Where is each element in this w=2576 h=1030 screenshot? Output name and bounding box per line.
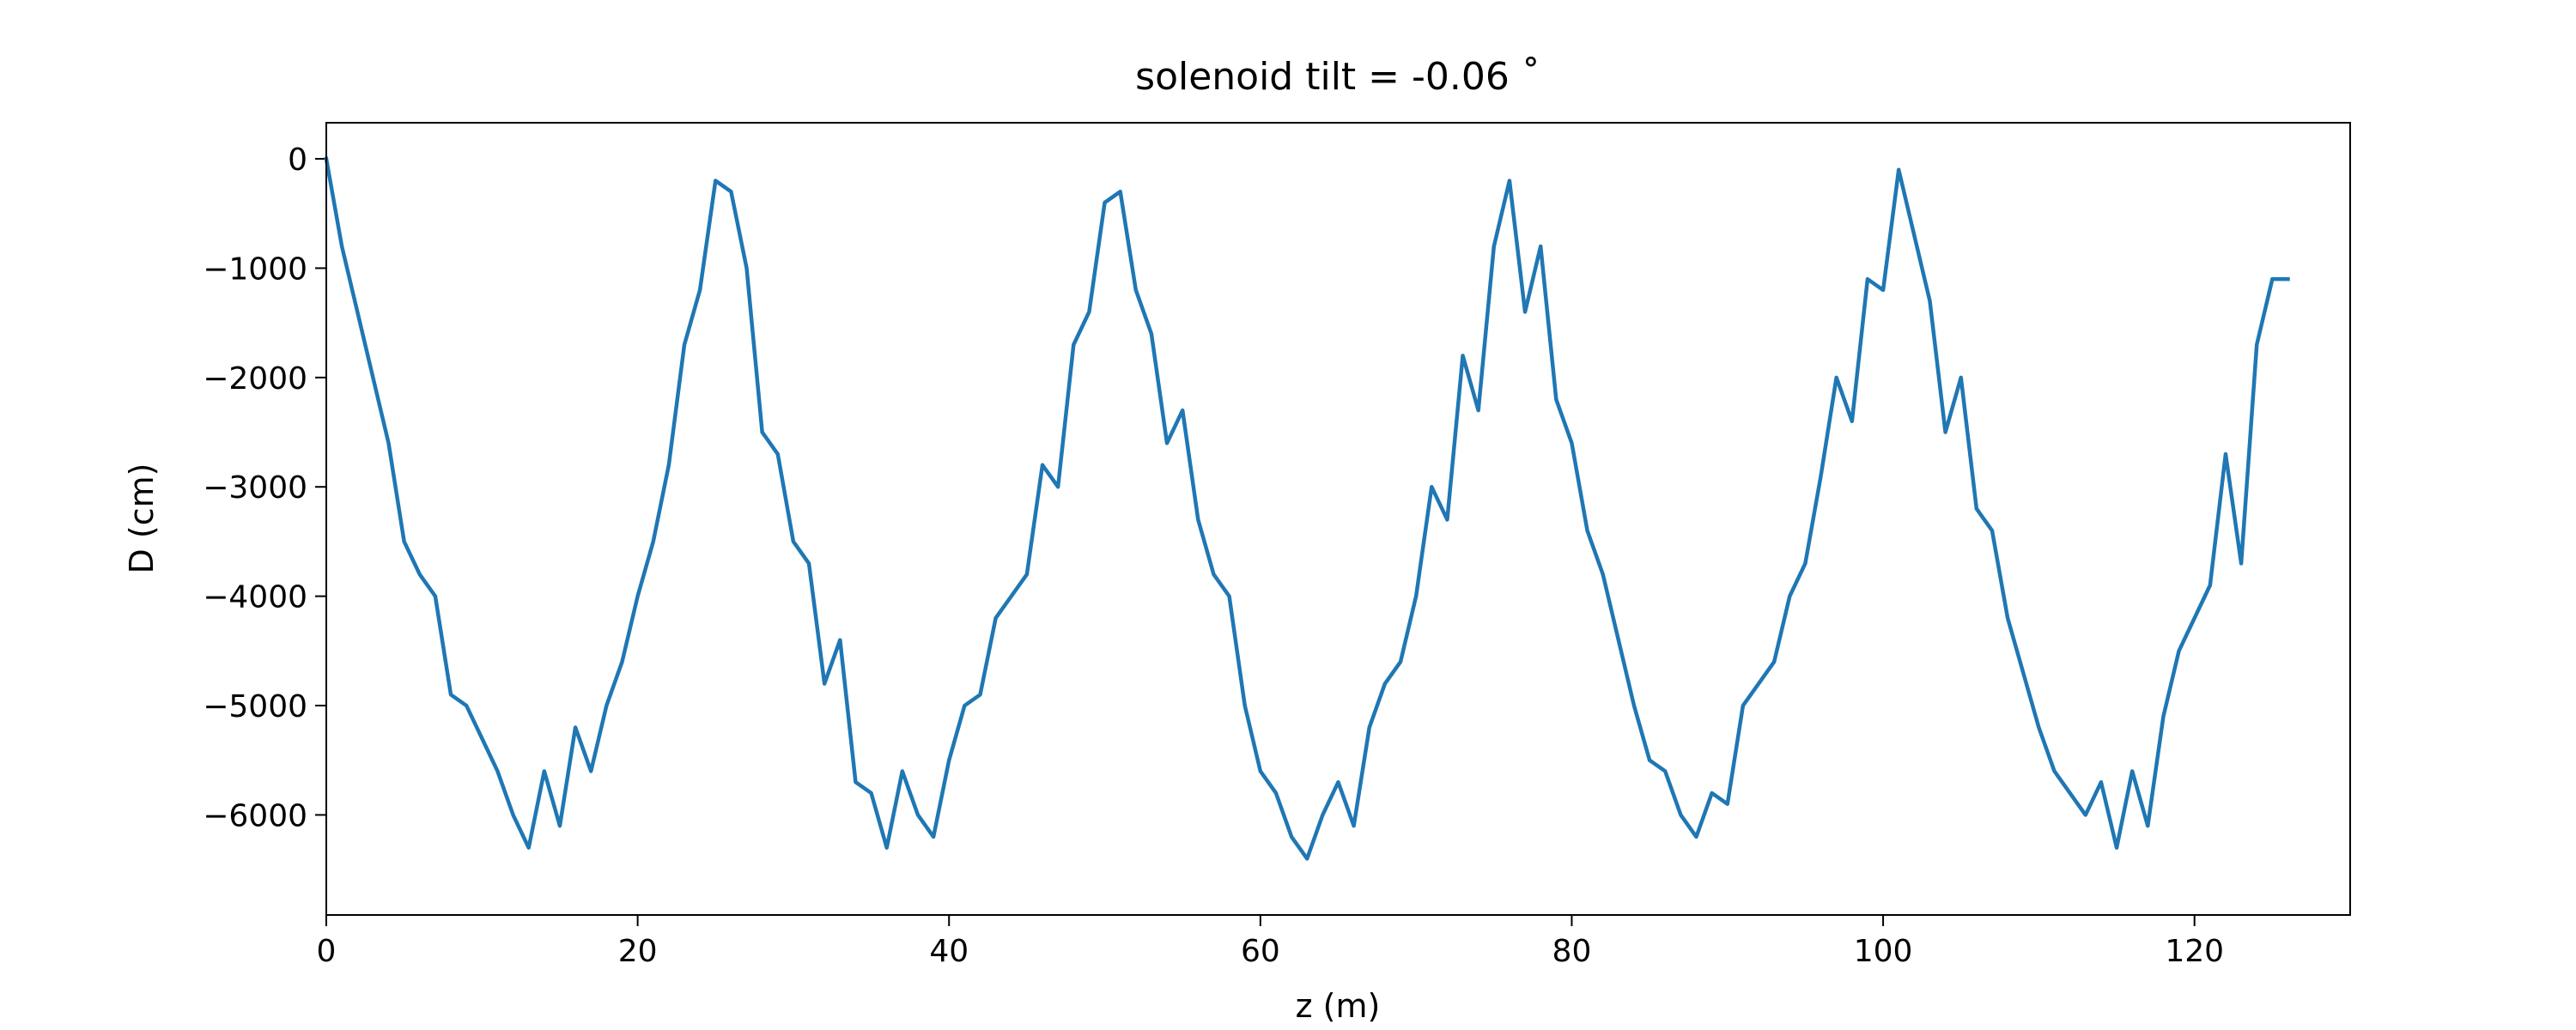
y-tick-label: −6000 xyxy=(203,798,307,833)
x-tick-label: 20 xyxy=(618,934,658,969)
y-tick-label: −4000 xyxy=(203,580,307,615)
x-tick-label: 100 xyxy=(1854,934,1913,969)
plot-frame xyxy=(325,122,2351,916)
x-tick-label: 0 xyxy=(317,934,337,969)
y-tick-label: −5000 xyxy=(203,689,307,724)
data-line xyxy=(324,156,2290,861)
y-axis-title: D (cm) xyxy=(123,464,161,574)
y-tick-label: 0 xyxy=(288,142,307,178)
chart-title: solenoid tilt = -0.06 ˚ xyxy=(1135,55,1540,99)
y-tick-label: −3000 xyxy=(203,470,307,506)
x-tick-label: 60 xyxy=(1241,934,1280,969)
y-tick-label: −1000 xyxy=(203,251,307,287)
x-axis-title: z (m) xyxy=(1296,987,1381,1025)
y-tick-label: −2000 xyxy=(203,361,307,397)
x-tick-label: 40 xyxy=(929,934,969,969)
x-tick-label: 80 xyxy=(1552,934,1592,969)
x-tick-label: 120 xyxy=(2165,934,2224,969)
